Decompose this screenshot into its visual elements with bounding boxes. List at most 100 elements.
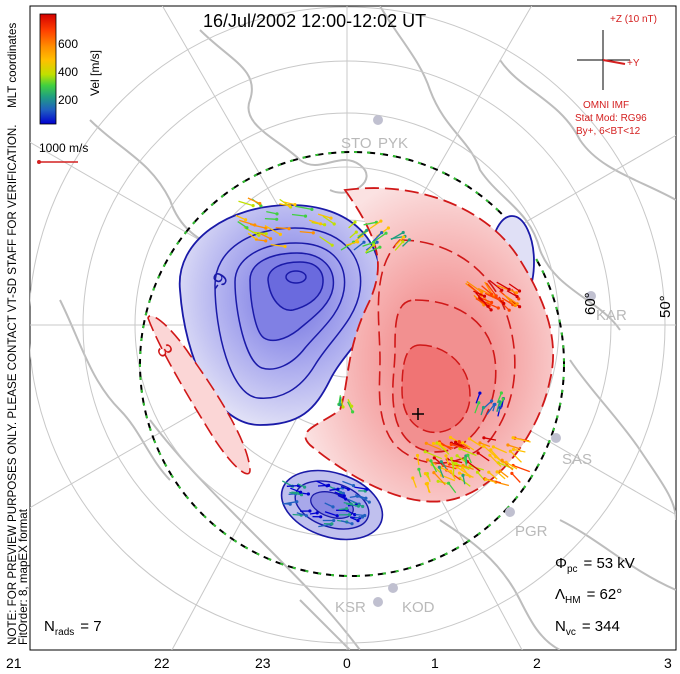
velocity-vector-origin	[432, 471, 436, 475]
velocity-vector-origin	[496, 306, 500, 310]
mlt-label-0: 0	[343, 655, 351, 671]
velocity-vector	[501, 297, 514, 306]
colorbar-tick-600: 600	[58, 37, 78, 51]
velocity-vector	[496, 284, 517, 294]
velocity-vector-origin	[482, 294, 487, 298]
velocity-vector-origin	[480, 290, 484, 294]
velocity-vector-origin	[515, 295, 519, 299]
velocity-vector	[469, 438, 484, 448]
velocity-vector-origin	[363, 513, 367, 518]
velocity-vector	[425, 483, 431, 494]
velocity-vector-origin	[476, 451, 480, 455]
velocity-vector	[508, 283, 520, 292]
side-note-line1: NOTE: FOR PREVIEW PURPOSES ONLY. PLEASE …	[6, 124, 19, 645]
velocity-vector	[459, 448, 477, 457]
velocity-vector-origin	[347, 513, 351, 517]
velocity-vector-origin	[490, 300, 494, 305]
velocity-vector-origin	[487, 470, 491, 474]
velocity-vector-origin	[467, 437, 472, 441]
velocity-vector-origin	[299, 493, 304, 497]
velocity-vector	[317, 213, 332, 219]
imf-y-label: +Y	[627, 58, 640, 69]
velocity-vector	[354, 486, 368, 490]
velocity-vector-origin	[288, 502, 292, 506]
velocity-vector-origin	[495, 470, 499, 474]
station-sas: SAS	[562, 451, 592, 468]
velocity-vector-origin	[310, 207, 314, 211]
velocity-vector	[507, 444, 521, 450]
velocity-vector	[483, 437, 497, 441]
velocity-vector-origin	[484, 477, 488, 481]
hm-boundary-green	[139, 151, 565, 577]
velocity-vector	[317, 484, 329, 487]
velocity-vector	[488, 279, 503, 291]
velocity-vector-origin	[346, 487, 350, 491]
velocity-vector-origin	[311, 231, 315, 235]
velocity-vector-origin	[437, 441, 441, 446]
mlt-label-2: 2	[533, 655, 541, 671]
velocity-vector	[289, 491, 302, 496]
velocity-vector-origin	[299, 490, 303, 494]
velocity-vector	[279, 203, 290, 207]
velocity-vector	[505, 461, 518, 470]
velocity-vector	[474, 402, 480, 414]
velocity-vector	[371, 232, 383, 243]
velocity-vector-origin	[492, 402, 496, 407]
velocity-vector	[364, 244, 375, 254]
stat-lambda: ΛHM = 62°	[555, 586, 622, 606]
velocity-vector-origin	[338, 403, 342, 407]
velocity-vector	[467, 461, 481, 472]
svg-text:1000 m/s: 1000 m/s	[39, 141, 88, 155]
mlt-label-21: 21	[6, 655, 22, 671]
velocity-vector	[345, 241, 358, 246]
station-sto: STO	[341, 135, 372, 152]
mlt-label-3: 3	[664, 655, 672, 671]
mlt-label-1: 1	[431, 655, 439, 671]
velocity-vector	[499, 470, 509, 478]
velocity-vector	[264, 225, 281, 235]
velocity-vector-origin	[461, 473, 465, 477]
velocity-vector-origin	[454, 462, 458, 466]
velocity-vector-origin	[501, 397, 505, 401]
imf-model: Stat Mod: RG96	[575, 113, 647, 124]
velocity-vector-origin	[457, 471, 462, 475]
velocity-vector	[501, 459, 514, 471]
velocity-vector-origin	[319, 515, 323, 519]
velocity-vector	[503, 294, 518, 305]
velocity-vector-origin	[293, 203, 297, 207]
velocity-vector	[450, 458, 455, 472]
velocity-vector	[498, 299, 510, 311]
negative-potential-cell: -9	[178, 204, 382, 426]
velocity-vector-origin	[447, 481, 451, 485]
velocity-vector	[247, 232, 257, 240]
velocity-vector	[483, 445, 498, 459]
velocity-vector-origin	[354, 230, 358, 234]
velocity-vector-origin	[332, 518, 336, 523]
velocity-vector-origin	[350, 522, 354, 526]
velocity-vector-origin	[490, 292, 494, 296]
velocity-vector-origin	[424, 441, 428, 445]
velocity-vector-origin	[372, 243, 376, 247]
velocity-vector	[466, 280, 483, 293]
velocity-vector-origin	[341, 491, 345, 495]
velocity-vector-origin	[264, 232, 268, 236]
velocity-vector	[347, 401, 354, 413]
velocity-vector	[488, 471, 498, 480]
velocity-vector	[451, 442, 465, 448]
velocity-vector-origin	[449, 456, 453, 461]
velocity-vector-origin	[278, 232, 282, 236]
velocity-vector	[438, 467, 445, 479]
velocity-vector	[509, 450, 522, 463]
velocity-vector-origin	[402, 235, 406, 239]
velocity-vector-origin	[448, 435, 453, 440]
velocity-vector-origin	[461, 441, 465, 445]
velocity-vector-origin	[318, 222, 323, 226]
velocity-vector-origin	[455, 454, 459, 458]
velocity-vector-origin	[378, 245, 382, 249]
velocity-vector	[334, 491, 345, 497]
velocity-vector-origin	[449, 442, 453, 447]
imf-source: OMNI IMF	[583, 100, 629, 111]
velocity-vectors	[235, 197, 531, 528]
velocity-vector-origin	[454, 440, 458, 444]
velocity-vector	[430, 460, 438, 473]
